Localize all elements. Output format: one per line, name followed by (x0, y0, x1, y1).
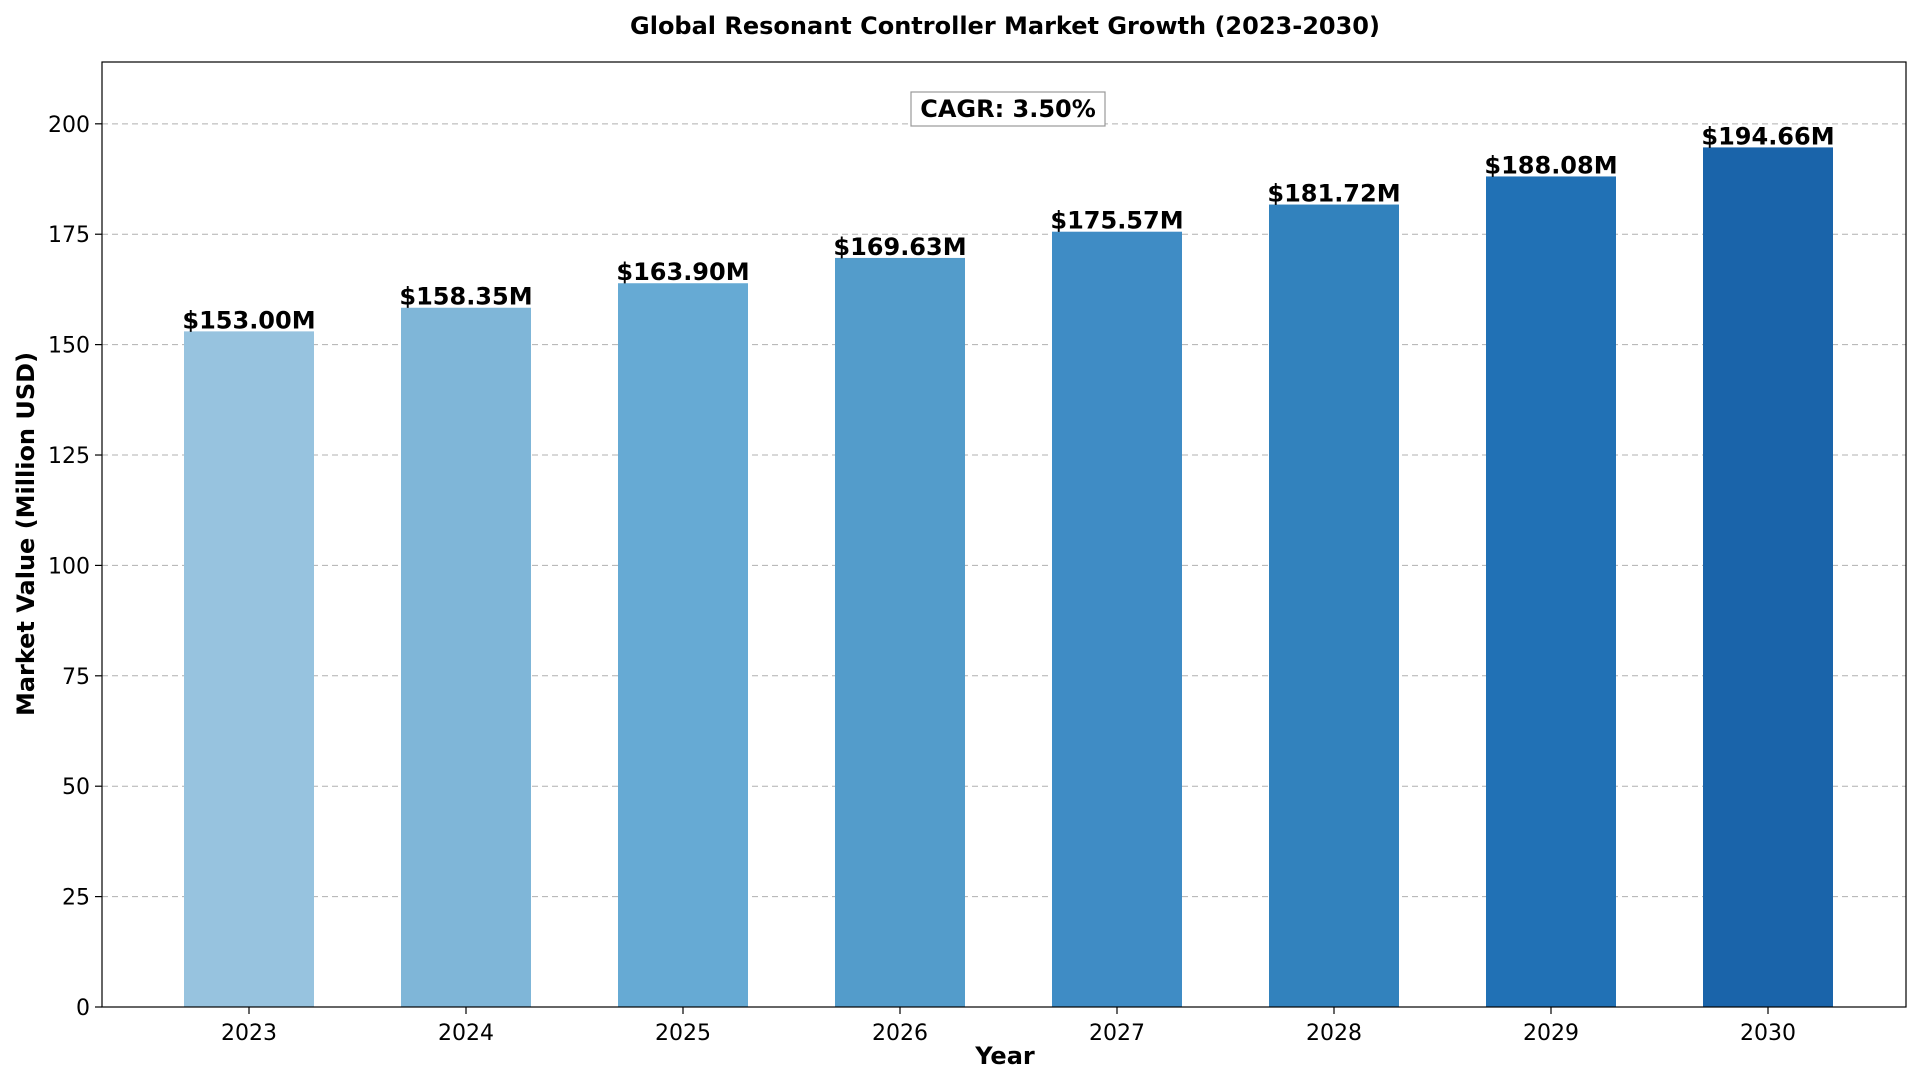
x-axis-ticks: 2023 2024 2025 2026 2027 2028 2029 2030 (221, 1007, 1796, 1046)
y-tick-label: 200 (48, 113, 90, 138)
bar-2023 (184, 331, 314, 1008)
cagr-box (910, 91, 1106, 127)
value-label-2030: $194.66M (1701, 122, 1834, 150)
value-label-2025: $163.90M (616, 258, 749, 286)
y-tick-label: 50 (62, 775, 90, 800)
bar-2029 (1486, 176, 1616, 1007)
x-tick-label-2027: 2027 (1089, 1021, 1145, 1046)
cagr-annotation: CAGR: 3.50% (910, 91, 1106, 127)
value-label-2026: $169.63M (833, 233, 966, 261)
value-label-2028: $181.72M (1267, 180, 1400, 208)
x-tick-label-2028: 2028 (1306, 1021, 1362, 1046)
x-tick-label-2026: 2026 (872, 1021, 928, 1046)
y-tick-label: 25 (62, 886, 90, 911)
y-tick-label: 100 (48, 554, 90, 579)
value-label-2029: $188.08M (1484, 151, 1617, 179)
y-tick-label: 0 (76, 996, 90, 1021)
value-labels: $153.00M $158.35M $163.90M $169.63M $175.57M… (182, 122, 1834, 334)
chart-title: Global Resonant Controller Market Growth… (630, 12, 1380, 40)
bar-2027 (1052, 231, 1182, 1007)
bar-2025 (618, 283, 748, 1008)
plot-frame (101, 61, 1907, 1008)
value-label-2024: $158.35M (399, 283, 532, 311)
gridlines (102, 123, 1906, 898)
bars (184, 147, 1833, 1008)
y-tick-label: 125 (48, 444, 90, 469)
x-tick-label-2024: 2024 (438, 1021, 494, 1046)
value-label-2023: $153.00M (182, 306, 315, 334)
bar-2026 (835, 257, 965, 1007)
x-tick-label-2025: 2025 (655, 1021, 711, 1046)
y-axis-label: Market Value (Million USD) (12, 352, 40, 716)
x-tick-label-2023: 2023 (221, 1021, 277, 1046)
y-tick-label: 150 (48, 334, 90, 359)
y-tick-label: 75 (62, 665, 90, 690)
bar-2024 (401, 307, 531, 1008)
bar-2028 (1269, 204, 1399, 1007)
y-tick-label: 175 (48, 223, 90, 248)
value-label-2027: $175.57M (1050, 207, 1183, 235)
cagr-text: CAGR: 3.50% (920, 95, 1096, 123)
x-axis-label: Year (974, 1042, 1035, 1070)
y-axis-ticks: 0 25 50 75 100 125 150 175 200 (48, 113, 102, 1021)
x-tick-label-2030: 2030 (1740, 1021, 1796, 1046)
x-tick-label-2029: 2029 (1523, 1021, 1579, 1046)
bar-2030 (1703, 147, 1833, 1008)
